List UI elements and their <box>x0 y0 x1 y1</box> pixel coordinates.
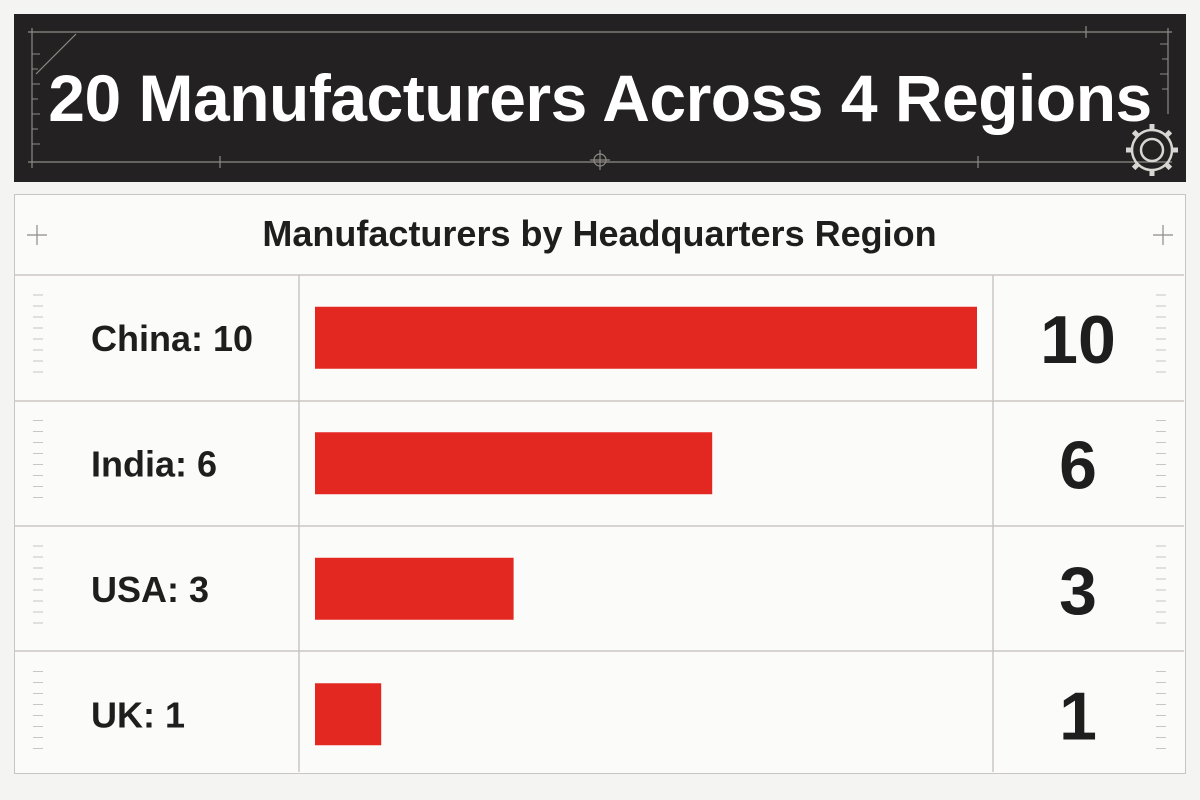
category-label-uk: UK: 1 <box>91 694 185 735</box>
value-label-uk: 1 <box>1059 678 1097 754</box>
bar-india <box>315 432 713 495</box>
bar-chart: China: 10 10 India: 6 6 USA: 3 3 UK: 1 1 <box>91 302 1116 755</box>
bar-china <box>315 306 977 369</box>
value-label-china: 10 <box>1040 302 1116 378</box>
gear-icon <box>1126 124 1178 176</box>
chart-title: Manufacturers by Headquarters Region <box>262 213 937 254</box>
banner-blueprint-decoration <box>28 26 1172 170</box>
chart-panel: Manufacturers by Headquarters Region Chi… <box>14 194 1186 774</box>
category-label-china: China: 10 <box>91 318 253 359</box>
bar-uk <box>315 683 382 746</box>
value-label-usa: 3 <box>1059 553 1097 629</box>
bar-usa <box>315 557 514 620</box>
title-banner: 20 Manufacturers Across 4 Regions <box>14 14 1186 182</box>
panel-grid-decoration <box>15 225 1184 772</box>
banner-title: 20 Manufacturers Across 4 Regions <box>48 61 1152 135</box>
crosshair-icon <box>590 150 610 170</box>
category-label-usa: USA: 3 <box>91 569 209 610</box>
category-label-india: India: 6 <box>91 443 217 484</box>
value-label-india: 6 <box>1059 427 1097 503</box>
